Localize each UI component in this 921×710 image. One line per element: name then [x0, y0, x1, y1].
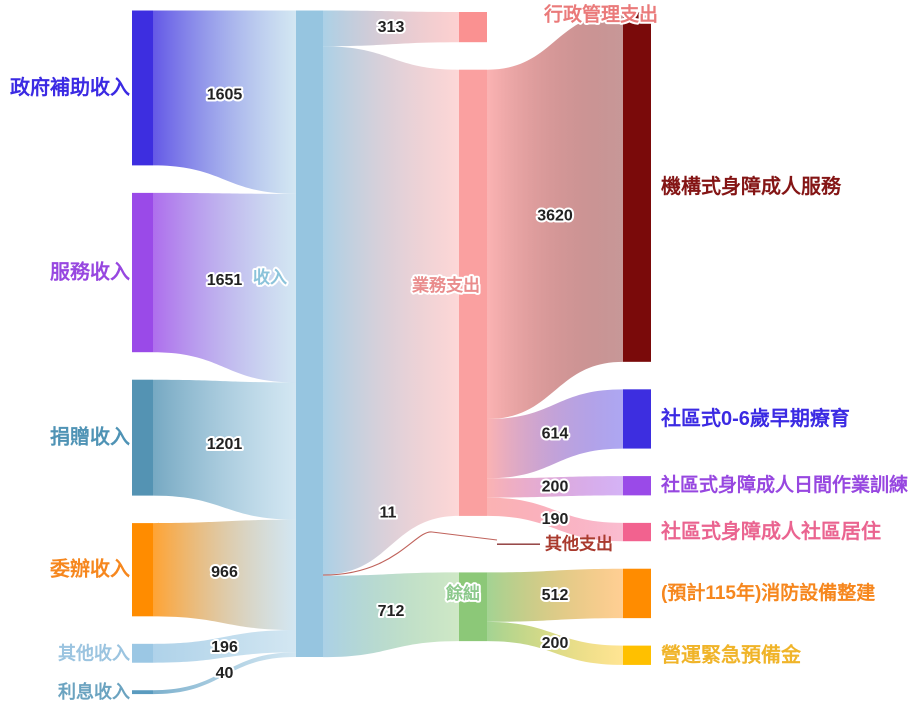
- svg-text:服務收入: 服務收入: [50, 260, 130, 284]
- svg-text:512: 512: [542, 587, 569, 604]
- svg-text:1605: 1605: [207, 87, 243, 104]
- svg-text:其他支出: 其他支出: [545, 534, 613, 554]
- svg-text:196: 196: [211, 639, 238, 656]
- svg-text:營運緊急預備金: 營運緊急預備金: [661, 642, 802, 666]
- svg-text:966: 966: [211, 564, 238, 581]
- svg-text:政府補助收入: 政府補助收入: [10, 75, 130, 99]
- svg-text:3620: 3620: [537, 207, 573, 224]
- svg-text:190: 190: [542, 511, 569, 528]
- svg-text:1201: 1201: [207, 436, 243, 453]
- svg-text:200: 200: [542, 478, 569, 495]
- svg-text:200: 200: [542, 635, 569, 652]
- svg-text:行政管理支出: 行政管理支出: [543, 3, 658, 26]
- svg-text:614: 614: [542, 425, 569, 442]
- svg-text:40: 40: [216, 665, 234, 682]
- svg-text:313: 313: [378, 19, 405, 36]
- svg-text:社區式0-6歲早期療育: 社區式0-6歲早期療育: [660, 406, 850, 430]
- svg-text:11: 11: [380, 505, 397, 522]
- svg-text:業務支出: 業務支出: [412, 275, 480, 295]
- svg-text:委辦收入: 委辦收入: [49, 557, 130, 581]
- svg-text:餘絀: 餘絀: [446, 583, 480, 603]
- svg-text:712: 712: [378, 603, 405, 620]
- svg-text:其他收入: 其他收入: [58, 642, 130, 663]
- svg-text:(預計115年)消防設備整建: (預計115年)消防設備整建: [661, 581, 875, 604]
- svg-text:收入: 收入: [253, 267, 287, 287]
- svg-text:機構式身障成人服務: 機構式身障成人服務: [661, 174, 842, 198]
- svg-text:社區式身障成人社區居住: 社區式身障成人社區居住: [660, 519, 881, 543]
- svg-text:捐贈收入: 捐贈收入: [50, 425, 130, 449]
- svg-text:社區式身障成人日間作業訓練: 社區式身障成人日間作業訓練: [660, 473, 908, 496]
- svg-text:1651: 1651: [207, 272, 243, 289]
- svg-text:利息收入: 利息收入: [58, 681, 130, 702]
